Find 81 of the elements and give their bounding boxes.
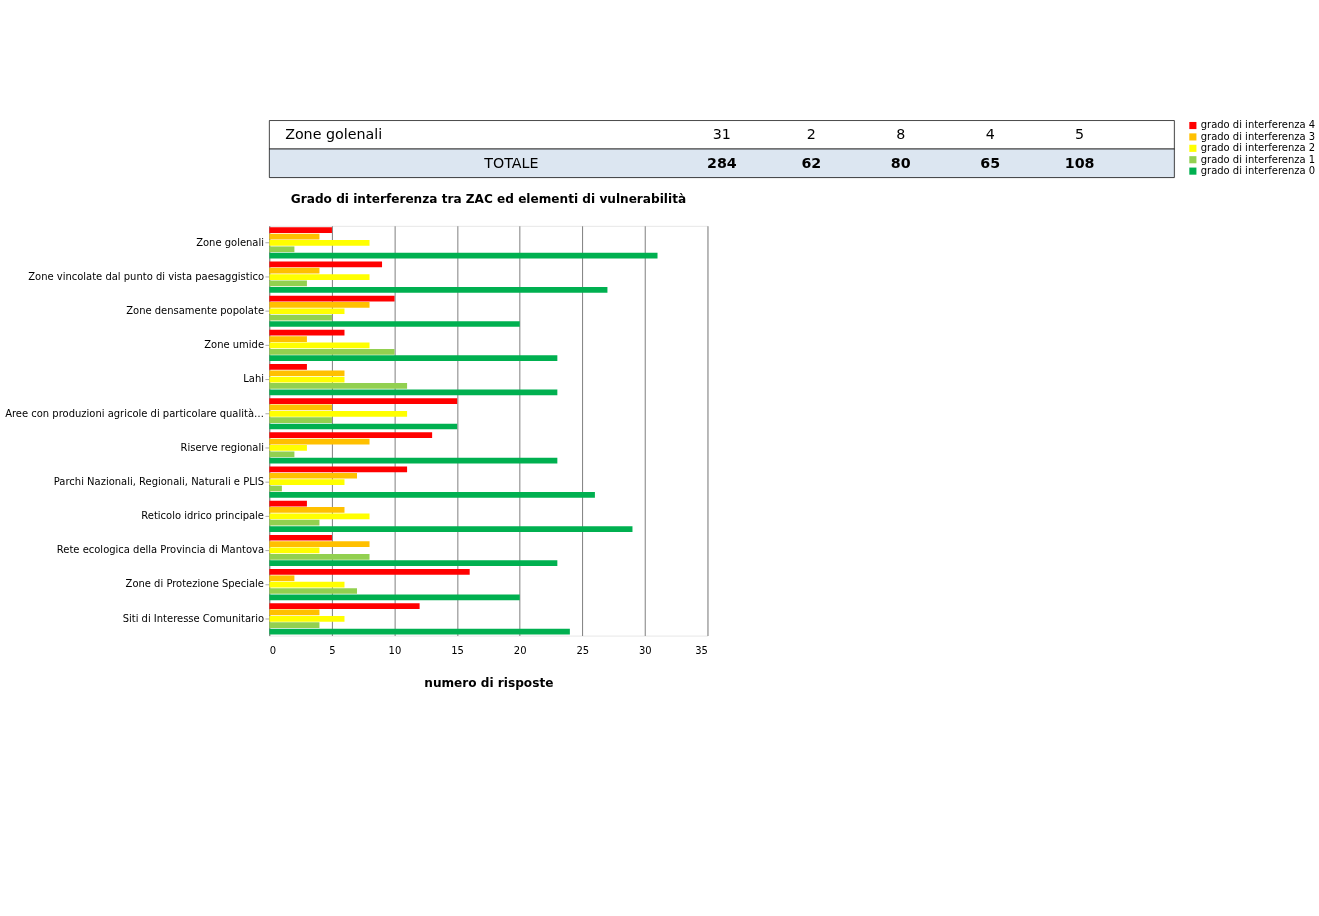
bar (269, 417, 332, 423)
y-tick-label: Parchi Nazionali, Regionali, Naturali e PLIS (53, 475, 265, 487)
legend-label: grado di interferenza 2 (1200, 142, 1316, 154)
x-tick-label: 30 (639, 644, 652, 656)
bar (269, 302, 370, 308)
bar (269, 274, 370, 280)
text: 65 (980, 154, 1001, 171)
bar (269, 321, 520, 327)
y-tick-label: Lahi (243, 373, 265, 385)
text: 108 (1064, 154, 1095, 171)
bar (269, 398, 458, 404)
bar (269, 457, 558, 464)
y-tick-label: Rete ecologica della Provincia di Mantova (56, 544, 265, 556)
bar (269, 507, 345, 513)
y-tick-label: Siti di Interesse Comunitario (122, 612, 265, 624)
bar (269, 615, 345, 622)
y-tick-label: Zone umide (204, 339, 265, 351)
bar (269, 364, 307, 370)
bar (269, 445, 307, 451)
text: 31 (712, 126, 731, 143)
legend-label: grado di interferenza 0 (1200, 164, 1316, 176)
y-tick-label: Reticolo idrico principale (141, 510, 265, 522)
text: 62 (801, 154, 822, 171)
bar (269, 603, 420, 609)
legend-label: grado di interferenza 1 (1200, 153, 1316, 165)
x-tick-label: 35 (695, 644, 708, 656)
y-tick-label: Aree con produzioni agricole di particolare qualità… (5, 407, 265, 419)
text: 8 (896, 126, 906, 143)
text: Zone golenali (285, 126, 383, 143)
y-tick-label: Zone di Protezione Speciale (125, 578, 265, 590)
x-tick-label: 10 (388, 644, 402, 656)
text: 80 (890, 154, 911, 171)
bar (269, 286, 608, 293)
bar (269, 492, 595, 498)
x-tick-label: 25 (576, 644, 590, 656)
bar (269, 246, 295, 253)
bar (269, 451, 295, 458)
bar (269, 553, 370, 560)
text: TOTALE (483, 154, 539, 171)
bar (269, 534, 332, 541)
bar (269, 355, 558, 362)
bar (269, 513, 370, 520)
bar (269, 410, 408, 417)
text: 2 (806, 126, 816, 143)
bar (269, 389, 558, 396)
bar (269, 240, 370, 246)
bar (269, 336, 307, 342)
bar (269, 622, 320, 629)
bar (269, 329, 345, 336)
bar (269, 370, 345, 377)
text: 4 (985, 126, 995, 143)
y-tick-label: Zone densamente popolate (126, 305, 265, 317)
bar (269, 560, 558, 567)
text: 5 (1075, 126, 1085, 143)
y-tick-label: Zone golenali (196, 236, 265, 248)
legend-label: grado di interferenza 3 (1200, 130, 1316, 142)
bar (269, 519, 320, 526)
bar (269, 479, 345, 485)
y-tick-label: Riserve regionali (180, 441, 265, 453)
bar (269, 472, 358, 479)
bar (269, 308, 345, 315)
bar (269, 569, 470, 575)
y-tick-label: Zone vincolate dal punto di vista paesaggistico (28, 270, 265, 282)
bar (269, 348, 395, 355)
x-tick-label: 15 (451, 644, 464, 656)
text: 284 (706, 154, 737, 171)
bar (269, 575, 295, 582)
bar (269, 485, 282, 492)
x-axis-title: numero di risposte (424, 675, 554, 690)
legend-label: grado di interferenza 4 (1200, 119, 1316, 131)
bar (269, 432, 433, 439)
chart-title: Grado di interferenza tra ZAC ed elementi di vulnerabilità (290, 192, 687, 207)
bar (269, 588, 358, 594)
x-tick-label: 0 (269, 644, 277, 656)
bar (269, 526, 633, 532)
x-tick-label: 5 (329, 644, 336, 656)
bar (269, 541, 370, 547)
bar (269, 267, 320, 274)
bar (269, 383, 408, 389)
x-tick-label: 20 (513, 644, 527, 656)
bar (269, 227, 332, 234)
